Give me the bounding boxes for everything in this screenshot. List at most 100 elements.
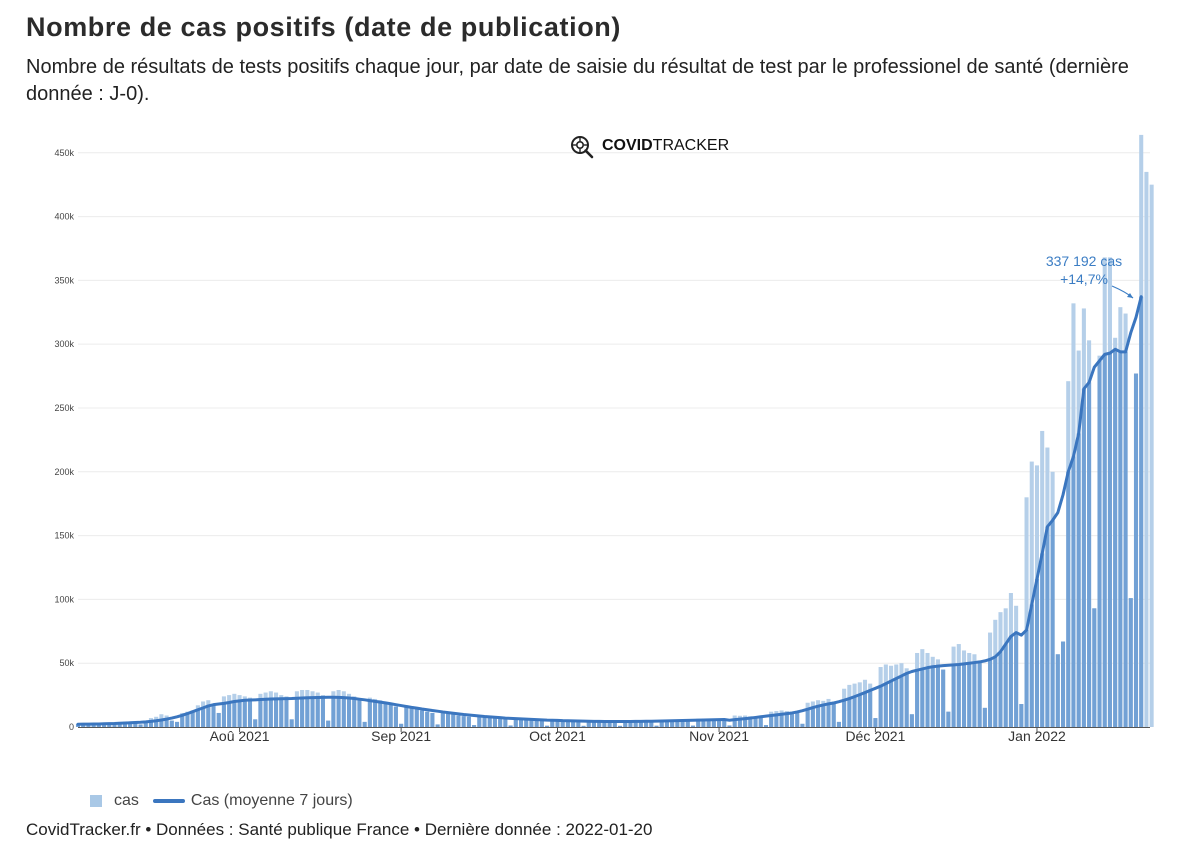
bar-cas-overlap (128, 722, 133, 727)
bar-cas-overlap (1055, 654, 1060, 727)
bar-cas-overlap (524, 719, 529, 727)
bar-cas-overlap (831, 703, 836, 727)
bar-cas-overlap (1123, 351, 1128, 727)
bar-cas-overlap (1133, 373, 1139, 727)
y-tick-label: 250k (54, 403, 74, 413)
bar-cas-overlap (920, 668, 925, 727)
legend-label-moyenne: Cas (moyenne 7 jours) (190, 792, 353, 809)
page-subtitle: Nombre de résultats de tests positifs ch… (26, 56, 1129, 105)
bar-cas-overlap (414, 708, 419, 727)
bar-cas-overlap (466, 716, 471, 727)
bar-cas-overlap (268, 699, 273, 727)
bar-cas-overlap (670, 720, 675, 727)
bar-cas-overlap (899, 675, 904, 727)
bar-cas-overlap (1107, 353, 1112, 727)
bar-cas-overlap (206, 705, 211, 727)
y-tick-label: 150k (54, 531, 74, 541)
y-tick-label: 400k (54, 212, 74, 222)
y-tick-label: 0 (69, 722, 74, 732)
bar-cas-overlap (461, 716, 466, 727)
bar-cas-overlap (227, 702, 232, 727)
bar-cas-overlap (868, 690, 873, 727)
bar-cas-overlap (446, 713, 451, 727)
bar-cas-overlap (977, 661, 982, 727)
bar-cas-overlap (894, 678, 899, 727)
bar-cas-overlap (1034, 578, 1040, 727)
bar-cas-overlap (138, 724, 143, 727)
legend-swatch-line (152, 799, 185, 803)
bar-cas-overlap (378, 702, 383, 727)
bar-cas-overlap (456, 715, 461, 727)
bar-cas-overlap (836, 721, 841, 727)
bar-cas-overlap (847, 698, 852, 727)
bar-cas-overlap (753, 717, 758, 727)
x-axis: Aoû 2021 Sep 2021 Oct 2021 Nov 2021 Déc 2021… (78, 727, 1150, 744)
bar-cas-overlap (878, 686, 883, 727)
bar-cas-overlap (810, 707, 815, 727)
bar-cas-overlap (607, 721, 612, 727)
bar-cas-overlap (581, 725, 586, 727)
bar-cas-overlap (1102, 354, 1107, 727)
y-tick-label: 200k (54, 467, 74, 477)
bar-cas-overlap (133, 723, 138, 727)
bar-cas-overlap (638, 721, 643, 727)
bar-cas-overlap (148, 721, 153, 727)
bar-cas-overlap (477, 716, 482, 727)
bar-cas-overlap (107, 723, 112, 727)
bar-cas-overlap (1008, 636, 1013, 727)
bar-cas-overlap (102, 723, 107, 727)
bar-cas-overlap (961, 663, 967, 727)
virus-magnifier-icon (571, 136, 594, 159)
logo-text: COVIDTRACKER (602, 137, 729, 154)
bar-cas-overlap (774, 714, 779, 727)
bar-cas-overlap (393, 706, 398, 727)
bar-cas-overlap (1113, 349, 1118, 727)
bar-cas-overlap (326, 720, 331, 727)
legend-item-cas[interactable]: cas (90, 792, 139, 810)
bar-cas-overlap (1118, 351, 1123, 727)
bar-cas-overlap (597, 721, 602, 727)
bar-cas-overlap (451, 714, 456, 727)
bar-cas-overlap (1050, 520, 1055, 727)
page-title: Nombre de cas positifs (date de publicat… (26, 12, 621, 42)
bar-cas-overlap (904, 673, 909, 727)
legend-item-moyenne[interactable]: Cas (moyenne 7 jours) (152, 792, 353, 810)
y-tick-label: 350k (54, 275, 74, 285)
bar-cas-overlap (545, 725, 550, 727)
legend-swatch-bar (90, 795, 102, 807)
bar-cas-overlap (576, 721, 581, 727)
bar-cas-overlap (649, 721, 654, 727)
bar-cas-overlap (659, 721, 664, 727)
bar-cas-overlap (925, 667, 930, 727)
bar-cas-overlap (1087, 382, 1092, 727)
bar-cas-overlap (617, 725, 623, 727)
bar-cas-overlap (706, 719, 711, 727)
x-tick-label: Déc 2021 (845, 728, 905, 744)
bar-cas-overlap (253, 719, 258, 727)
bar-cas-overlap (529, 719, 534, 727)
bar-cas-overlap (602, 721, 607, 727)
x-tick-label: Oct 2021 (529, 728, 586, 744)
bar-cas-overlap (180, 715, 185, 727)
bar-cas-overlap (154, 720, 159, 727)
bar-cas-overlap (258, 699, 263, 727)
bar-cas-overlap (294, 698, 299, 727)
bar-cas-overlap (315, 697, 320, 727)
bar-cas-overlap (675, 720, 680, 727)
bar-cas-overlap (889, 681, 894, 727)
bar-cas-overlap (440, 712, 445, 727)
bar-cas-overlap (732, 719, 737, 727)
bar-cas-overlap (935, 666, 940, 727)
bar-cas-overlap (701, 719, 706, 727)
bar-cas-overlap (644, 721, 649, 727)
bar-cas-overlap (1040, 553, 1045, 727)
bar-cas-overlap (430, 712, 435, 727)
bar-cas-overlap (216, 712, 221, 727)
bar-cas-overlap (357, 699, 362, 727)
bar-cas-overlap (717, 719, 722, 727)
bar-cas-overlap (550, 720, 555, 727)
bar-cas-overlap (373, 701, 378, 727)
bar-cas-overlap (972, 662, 977, 727)
bar-cas-overlap (399, 723, 404, 727)
bar-cas-overlap (586, 721, 591, 727)
